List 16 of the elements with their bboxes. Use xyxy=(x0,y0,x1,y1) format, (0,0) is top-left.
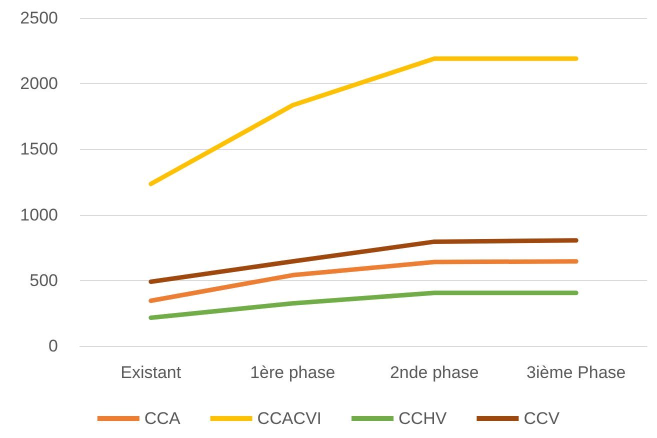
y-tick-label: 2500 xyxy=(20,8,58,28)
x-tick-label: Existant xyxy=(120,363,182,382)
legend-label: CCACVI xyxy=(257,409,322,428)
x-tick-label: 3ième Phase xyxy=(526,363,626,382)
y-tick-label: 2000 xyxy=(20,74,58,94)
line-series xyxy=(148,238,578,284)
y-tick-label: 0 xyxy=(48,336,58,356)
y-tick-label: 1500 xyxy=(20,140,58,159)
x-tick-label: 2nde phase xyxy=(390,363,479,382)
y-tick-label: 1000 xyxy=(20,205,58,224)
line-series xyxy=(148,259,578,303)
legend-label: CCV xyxy=(524,409,560,428)
legend-label: CCA xyxy=(144,409,181,428)
legend-label: CCHV xyxy=(398,409,448,428)
y-tick-label: 500 xyxy=(30,270,58,290)
x-tick-label: 1ère phase xyxy=(250,363,336,382)
